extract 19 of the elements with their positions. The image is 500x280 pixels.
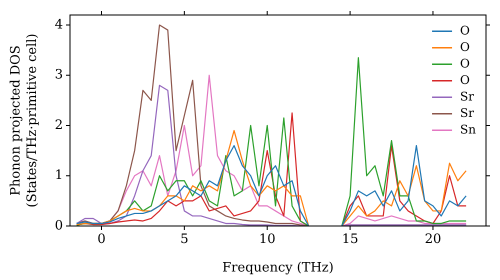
legend-label: Sn — [460, 122, 476, 136]
y-axis-title: Phonon projected DOS (States/THz·primitive cell) — [8, 33, 40, 208]
y-tick-label: 4 — [54, 17, 63, 32]
y-tick-label: 3 — [54, 68, 63, 83]
legend-label: O — [460, 72, 470, 87]
x-tick-label: 10 — [258, 232, 276, 248]
x-tick-label: 5 — [180, 232, 188, 248]
y-tick-label: 2 — [54, 118, 63, 133]
legend-label: Sr — [460, 106, 474, 120]
x-tick-label: 20 — [424, 232, 442, 248]
legend-label: O — [460, 40, 470, 54]
legend-label: O — [460, 23, 470, 38]
x-axis-title: Frequency (THz) — [222, 260, 334, 276]
y-tick-label: 0 — [54, 218, 63, 234]
legend-label: Sr — [460, 89, 474, 104]
x-tick-label: 0 — [97, 232, 106, 248]
legend-label: O — [460, 56, 470, 70]
y-tick-label: 1 — [54, 168, 63, 184]
x-tick-label: 15 — [342, 232, 358, 248]
